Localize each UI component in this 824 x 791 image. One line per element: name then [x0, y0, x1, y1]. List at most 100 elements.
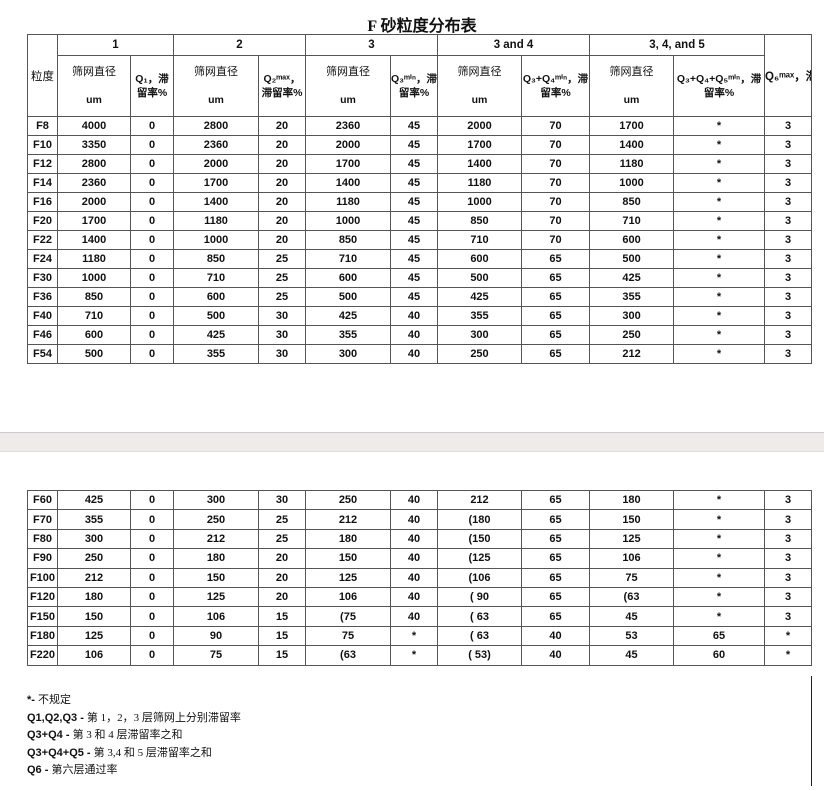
value-cell: 20: [258, 116, 306, 136]
value-cell: 30: [258, 489, 306, 511]
value-cell: 710: [173, 268, 259, 288]
table-row: F46 600 0 425 30 355 40 300 65 250 * 3: [27, 325, 813, 345]
header-sieve: 筛网直径 um: [589, 55, 675, 117]
value-cell: 70: [520, 154, 591, 174]
table-row: F30 1000 0 710 25 600 45 500 65 425 * 3: [27, 268, 813, 288]
value-cell: *: [673, 135, 766, 155]
value-cell: 850: [57, 287, 131, 307]
value-cell: 45: [390, 211, 438, 231]
value-cell: ( 90: [437, 586, 522, 608]
value-cell: 1700: [57, 211, 131, 231]
table-row: F220 106 0 75 15 (63 *( 53) 40 45 60 *: [27, 645, 812, 666]
value-cell: 40: [390, 586, 438, 608]
value-cell: 45: [390, 154, 438, 174]
value-cell: 1180: [589, 154, 675, 174]
header-q1: Q₁，滞留率%: [130, 55, 174, 117]
value-cell: ( 53): [437, 645, 522, 666]
value-cell: 212: [173, 528, 259, 550]
value-cell: 40: [390, 548, 438, 569]
value-cell: 300: [305, 344, 391, 364]
value-cell: *: [673, 154, 766, 174]
value-cell: 355: [173, 344, 259, 364]
value-cell: 1000: [437, 192, 522, 212]
note: *- 不规定: [27, 694, 72, 706]
value-cell: 1400: [57, 230, 131, 250]
value-cell: 15: [258, 625, 306, 647]
value-cell: 2360: [173, 135, 259, 155]
header-q34: Q₃+Q₄ᵐⁱⁿ，滞留率%: [520, 55, 591, 117]
header-group: 3: [305, 34, 438, 56]
value-cell: 3: [764, 249, 813, 269]
note: Q3+Q4+Q5 - 第 3,4 和 5 层滞留率之和: [27, 746, 212, 759]
value-cell: 60: [673, 645, 765, 666]
value-cell: *: [673, 116, 766, 136]
value-cell: 125: [57, 625, 131, 647]
value-cell: (63: [305, 645, 391, 666]
table-row: F40 710 0 500 30 425 40 355 65 300 * 3: [27, 306, 813, 326]
grain-cell: F30: [27, 268, 58, 288]
value-cell: 355: [57, 509, 131, 530]
table-row: F8 4000 0 2800 20 2360 45 2000 70 1700 * 3: [27, 116, 813, 136]
value-cell: *: [673, 249, 766, 269]
value-cell: 3: [764, 528, 812, 550]
header-q6: Q₆ᵐᵃˣ，滞留率%: [764, 34, 813, 117]
value-cell: 3: [764, 606, 812, 627]
value-cell: 65: [521, 509, 590, 530]
value-cell: 20: [258, 192, 306, 212]
value-cell: 1700: [589, 116, 675, 136]
value-cell: 3: [764, 192, 813, 212]
value-cell: 3: [764, 548, 812, 569]
value-cell: *: [673, 268, 766, 288]
header-grain: 粒度: [27, 34, 58, 117]
value-cell: 850: [305, 230, 391, 250]
value-cell: 0: [130, 135, 174, 155]
header-sieve: 筛网直径 um: [305, 55, 391, 117]
value-cell: 180: [305, 528, 391, 550]
value-cell: 106: [589, 548, 674, 569]
value-cell: 1180: [305, 192, 391, 212]
value-cell: 30: [258, 344, 306, 364]
grain-cell: F90: [27, 548, 58, 569]
header-q345: Q₃+Q₄+Q₅ᵐⁱⁿ，滞留率%: [673, 55, 766, 117]
value-cell: 425: [589, 268, 675, 288]
value-cell: 3: [764, 567, 812, 588]
header-sieve: 筛网直径 um: [57, 55, 131, 117]
value-cell: 0: [130, 344, 174, 364]
value-cell: 90: [173, 625, 259, 647]
value-cell: 45: [390, 287, 438, 307]
value-cell: 212: [589, 344, 675, 364]
page-title: F 砂粒度分布表: [367, 18, 477, 35]
value-cell: 20: [258, 230, 306, 250]
table-row: F36 850 0 600 25 500 45 425 65 355 * 3: [27, 287, 813, 307]
value-cell: 850: [589, 192, 675, 212]
value-cell: 75: [173, 645, 259, 666]
grain-cell: F10: [27, 135, 58, 155]
value-cell: (150: [437, 528, 522, 550]
grain-cell: F120: [27, 586, 58, 608]
value-cell: *: [673, 287, 766, 307]
value-cell: 0: [130, 116, 174, 136]
grain-cell: F22: [27, 230, 58, 250]
grain-cell: F46: [27, 325, 58, 345]
value-cell: (75: [305, 606, 391, 627]
value-cell: 40: [390, 509, 438, 530]
value-cell: 2000: [173, 154, 259, 174]
value-cell: 40: [390, 344, 438, 364]
value-cell: 70: [520, 116, 591, 136]
value-cell: 3: [764, 344, 813, 364]
value-cell: 2000: [57, 192, 131, 212]
grain-cell: F8: [27, 116, 58, 136]
grain-cell: F60: [27, 489, 58, 511]
value-cell: 125: [305, 567, 391, 588]
value-cell: 0: [130, 625, 174, 647]
value-cell: 45: [390, 173, 438, 193]
value-cell: 106: [57, 645, 131, 666]
value-cell: 2000: [437, 116, 522, 136]
grain-cell: F36: [27, 287, 58, 307]
value-cell: 2360: [57, 173, 131, 193]
value-cell: 0: [130, 192, 174, 212]
value-cell: 4000: [57, 116, 131, 136]
value-cell: *: [673, 528, 765, 550]
value-cell: 25: [258, 509, 306, 530]
value-cell: 3: [764, 287, 813, 307]
